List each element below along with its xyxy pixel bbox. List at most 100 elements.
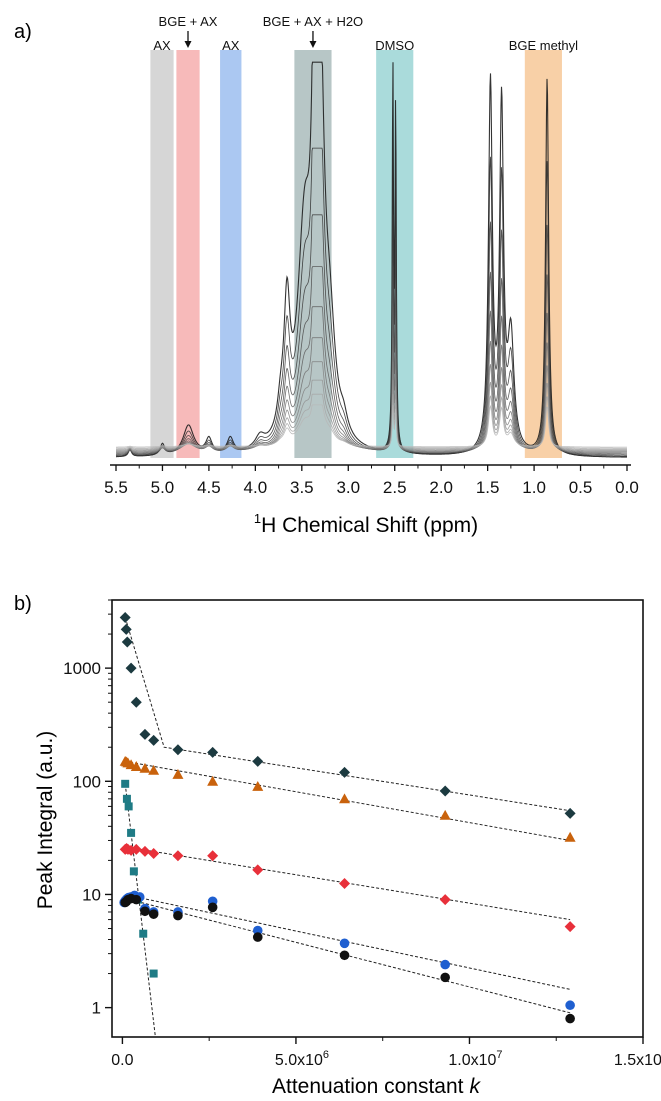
data-point-square <box>121 779 130 788</box>
region-label: AX <box>222 38 240 53</box>
x-axis: 5.5 5.0 4.5 4.0 3.5 3.0 2.5 2.0 1.5 1.0 0.5 0.0 <box>104 464 639 497</box>
data-point-diamond <box>339 766 351 778</box>
x-tick-label: 0.0 <box>111 1052 133 1069</box>
panel-a-label: a) <box>14 21 32 43</box>
region-label: BGE methyl <box>509 38 578 53</box>
x-tick-exponent: 7 <box>496 1049 502 1061</box>
fit-line <box>124 617 571 812</box>
data-point-triangle <box>339 793 351 804</box>
y-tick-label: 1000 <box>63 659 101 678</box>
data-point-diamond <box>252 864 264 876</box>
data-point-triangle <box>252 780 264 791</box>
data-point-diamond <box>172 744 184 756</box>
x-axis-title-text: H Chemical Shift (ppm) <box>261 514 478 537</box>
data-point-diamond <box>439 785 451 797</box>
x-tick-label: 1.0 <box>522 478 546 497</box>
y-tick-label: 10 <box>82 885 101 904</box>
axes: 1 10 100 1000 0.0 5.0x106 1.0x107 1.5x107 <box>63 599 661 1069</box>
data-point-diamond <box>139 845 151 857</box>
data-point-circle <box>565 1000 575 1011</box>
region-band <box>176 50 200 458</box>
data-points <box>119 612 576 1024</box>
data-point-circle <box>207 902 218 913</box>
data-point-triangle <box>172 768 184 779</box>
x-axis-title: 1H Chemical Shift (ppm) <box>254 511 478 537</box>
arrow-head <box>309 41 317 48</box>
x-tick-label: 0.5 <box>569 478 593 497</box>
fit-line <box>136 896 571 990</box>
x-axis-title-b-italic: k <box>469 1075 481 1098</box>
data-point-diamond <box>148 734 160 746</box>
x-tick-label: 3.5 <box>290 478 314 497</box>
data-point-circle <box>565 1013 575 1024</box>
data-point-diamond <box>207 746 219 758</box>
data-point-circle <box>140 906 150 917</box>
data-point-triangle <box>564 831 576 842</box>
data-point-circle <box>339 950 350 961</box>
data-point-circle <box>440 972 450 983</box>
data-point-triangle <box>148 764 160 775</box>
x-tick-label: 0.0 <box>615 478 639 497</box>
data-point-triangle <box>130 761 142 771</box>
data-point-diamond <box>120 623 132 635</box>
data-point-diamond <box>339 877 351 889</box>
data-point-circle <box>148 909 159 919</box>
region-label: DMSO <box>375 38 414 53</box>
y-tick-label: 1 <box>92 999 101 1018</box>
data-point-diamond <box>119 612 131 624</box>
arrow-head <box>184 41 192 48</box>
plot-frame <box>111 599 644 1038</box>
data-point-square <box>149 969 158 978</box>
x-tick-label: 2.0 <box>429 478 453 497</box>
data-point-diamond <box>252 755 264 767</box>
fit-lines <box>124 617 571 1038</box>
x-axis-title-superscript: 1 <box>254 511 261 526</box>
panel-a: a) 5.5 5.0 4.5 4.0 3.5 3.0 2.5 2.0 1.5 1.0 0.5 0.0 … <box>14 14 639 537</box>
x-tick-label: 5.0 <box>151 478 175 497</box>
data-point-circle <box>252 925 263 936</box>
x-tick-label: 1.5x107 <box>614 1049 661 1069</box>
x-tick-label: 4.0 <box>244 478 268 497</box>
data-point-diamond <box>564 807 576 819</box>
x-tick-label: 2.5 <box>383 478 407 497</box>
x-tick-label: 1.0x107 <box>448 1049 502 1069</box>
data-point-circle <box>131 894 142 905</box>
data-point-square <box>129 867 138 876</box>
spectrum-trace <box>116 404 627 448</box>
region-band <box>150 50 174 458</box>
data-point-triangle <box>207 775 219 786</box>
data-point-circle <box>252 932 263 942</box>
data-point-diamond <box>121 636 133 648</box>
x-axis-title-b-text: Attenuation constant <box>272 1075 464 1098</box>
data-point-diamond <box>130 696 142 708</box>
region-band <box>220 50 242 458</box>
x-tick-label: 1.5 <box>476 478 500 497</box>
panel-b-label: b) <box>14 593 32 615</box>
data-point-diamond <box>172 850 184 862</box>
data-point-circle <box>440 959 450 970</box>
data-point-diamond <box>439 894 451 906</box>
data-point-diamond <box>125 662 137 674</box>
panel-b: b) 1 10 100 1000 0.0 5.0x106 1.0x107 1.5x107 Pe… <box>14 593 661 1098</box>
region-labels: AX BGE + AX AX BGE + AX + H2O DMSO BGE methyl <box>153 14 578 53</box>
region-label: BGE + AX <box>159 14 218 29</box>
region-label: AX <box>153 38 171 53</box>
x-tick-label: 3.0 <box>336 478 360 497</box>
fit-line <box>136 900 571 1014</box>
data-point-circle <box>339 938 350 949</box>
data-point-diamond <box>139 728 151 740</box>
x-tick-exponent: 6 <box>323 1049 329 1061</box>
y-tick-label: 100 <box>73 772 101 791</box>
y-axis-title: Peak Integral (a.u.) <box>34 731 57 910</box>
data-point-diamond <box>564 921 576 933</box>
data-point-triangle <box>139 762 151 773</box>
data-point-diamond <box>148 848 160 860</box>
data-point-square <box>127 828 136 837</box>
x-tick-label: 5.5 <box>104 478 128 497</box>
data-point-diamond <box>130 843 142 855</box>
data-point-circle <box>173 910 183 921</box>
data-point-square <box>122 794 131 803</box>
data-point-diamond <box>207 850 219 862</box>
x-tick-label: 4.5 <box>197 478 221 497</box>
